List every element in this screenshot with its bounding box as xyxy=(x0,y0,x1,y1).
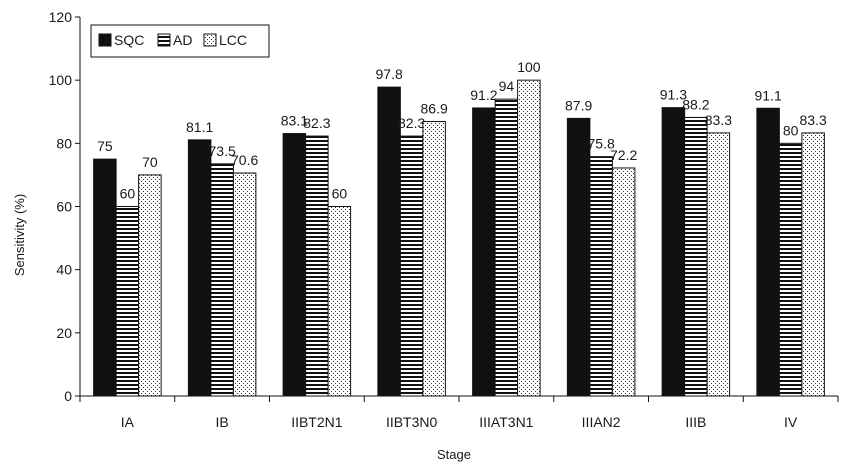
bar-sqc-iibt2n1 xyxy=(282,133,307,397)
value-label-sqc-iv: 91.1 xyxy=(755,87,782,103)
bar-lcc-ia xyxy=(138,174,162,397)
value-label-ad-iiian2: 75.8 xyxy=(588,136,615,152)
bar-sqc-iiib xyxy=(661,107,686,397)
x-tick-label-iiian2: IIIAN2 xyxy=(582,414,621,430)
x-tick-label-iibt3n0: IIBT3N0 xyxy=(386,414,438,430)
y-tick-label-120: 120 xyxy=(49,9,73,25)
bar-lcc-iiian2 xyxy=(611,167,636,397)
legend-swatch-lcc xyxy=(203,33,217,47)
legend-label-sqc: SQC xyxy=(114,32,144,48)
value-label-lcc-iiian2: 72.2 xyxy=(610,147,637,163)
bar-ad-iiiat3n1 xyxy=(494,98,519,397)
bar-lcc-ib xyxy=(232,172,257,397)
bar-ad-ib xyxy=(210,163,234,397)
bar-sqc-iibt3n0 xyxy=(377,86,401,397)
bar-lcc-iv xyxy=(801,132,825,397)
plot-area: 75607081.173.570.683.182.36097.882.386.9… xyxy=(49,9,839,430)
bar-lcc-iibt2n1 xyxy=(327,206,352,397)
legend: SQC AD LCC xyxy=(90,24,270,58)
value-label-sqc-ib: 81.1 xyxy=(186,119,213,135)
bar-sqc-ib xyxy=(187,139,212,397)
bar-sqc-iiiat3n1 xyxy=(472,107,496,397)
y-axis-title: Sensitivity (%) xyxy=(12,194,27,276)
value-label-sqc-iiian2: 87.9 xyxy=(565,97,592,113)
legend-label-lcc: LCC xyxy=(219,32,247,48)
value-label-ad-iibt3n0: 82.3 xyxy=(398,115,425,131)
bar-ad-iv xyxy=(778,142,803,397)
x-tick-label-iibt2n1: IIBT2N1 xyxy=(291,414,343,430)
x-tick-label-ia: IA xyxy=(121,414,135,430)
value-label-lcc-ia: 70 xyxy=(142,154,158,170)
legend-swatch-sqc xyxy=(98,33,112,47)
value-label-lcc-iiib: 83.3 xyxy=(705,112,732,128)
value-label-lcc-ib: 70.6 xyxy=(231,152,258,168)
value-label-ad-ia: 60 xyxy=(120,186,136,202)
legend-swatch-ad xyxy=(157,33,171,47)
bar-ad-ia xyxy=(115,206,140,397)
value-label-sqc-iiiat3n1: 91.2 xyxy=(470,87,497,103)
legend-frame xyxy=(90,24,270,58)
value-label-sqc-ia: 75 xyxy=(97,138,113,154)
bar-sqc-iv xyxy=(756,107,780,397)
x-tick-label-iiiat3n1: IIIAT3N1 xyxy=(479,414,533,430)
value-label-ad-iiiat3n1: 94 xyxy=(499,78,515,94)
y-tick-label-80: 80 xyxy=(56,135,72,151)
value-label-ad-ib: 73.5 xyxy=(209,143,236,159)
y-tick-label-0: 0 xyxy=(64,388,72,404)
y-tick-label-20: 20 xyxy=(56,325,72,341)
bar-sqc-ia xyxy=(93,158,117,397)
value-label-sqc-iiib: 91.3 xyxy=(660,87,687,103)
bar-sqc-iiian2 xyxy=(566,117,591,397)
value-label-ad-iibt2n1: 82.3 xyxy=(303,115,330,131)
x-axis-title: Stage xyxy=(437,447,471,462)
bar-lcc-iiib xyxy=(706,132,731,397)
value-label-ad-iv: 80 xyxy=(783,122,799,138)
bar-ad-iibt3n0 xyxy=(399,135,424,397)
value-label-lcc-iv: 83.3 xyxy=(800,112,827,128)
x-tick-label-iv: IV xyxy=(784,414,798,430)
value-label-sqc-iibt2n1: 83.1 xyxy=(281,113,308,129)
y-tick-label-100: 100 xyxy=(49,72,73,88)
value-label-lcc-iiiat3n1: 100 xyxy=(517,59,541,75)
value-label-ad-iiib: 88.2 xyxy=(682,96,709,112)
legend-label-ad: AD xyxy=(173,32,192,48)
value-label-lcc-iibt3n0: 86.9 xyxy=(421,101,448,117)
x-tick-label-iiib: IIIB xyxy=(685,414,706,430)
value-label-sqc-iibt3n0: 97.8 xyxy=(376,66,403,82)
bar-lcc-iiiat3n1 xyxy=(517,79,541,397)
bar-ad-iiib xyxy=(684,116,708,397)
y-tick-label-40: 40 xyxy=(56,262,72,278)
y-tick-label-60: 60 xyxy=(56,199,72,215)
bar-lcc-iibt3n0 xyxy=(422,121,446,397)
x-tick-label-ib: IB xyxy=(216,414,229,430)
bar-ad-iibt2n1 xyxy=(305,135,329,397)
bar-ad-iiian2 xyxy=(589,156,613,397)
value-label-lcc-iibt2n1: 60 xyxy=(332,186,348,202)
